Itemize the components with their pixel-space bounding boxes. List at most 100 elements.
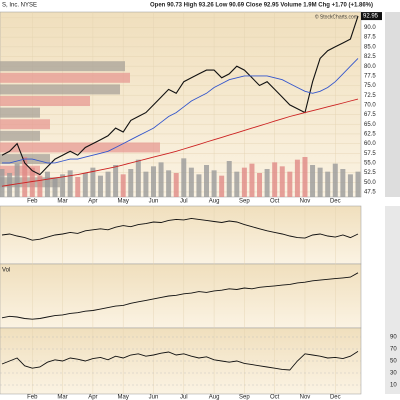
volume-bar xyxy=(29,167,35,197)
volume-by-price-bar xyxy=(0,72,130,83)
volume-bar xyxy=(317,167,323,197)
y-tick-label: 90.0 xyxy=(364,25,376,31)
volume-bar xyxy=(241,167,247,197)
volume-by-price-bar xyxy=(0,119,50,130)
volume-bar xyxy=(287,171,293,197)
x-tick-label: Jul xyxy=(180,199,188,205)
volume-bar xyxy=(120,174,126,197)
y-tick-label: 72.5 xyxy=(364,93,376,99)
volume-bar xyxy=(143,171,149,197)
volume-bar xyxy=(82,173,88,197)
x-tick-label: Apr xyxy=(88,199,97,205)
x-tick-label: Dec xyxy=(330,395,341,400)
side-chart xyxy=(385,12,400,197)
x-tick-label: Jun xyxy=(149,395,159,400)
volume-bar xyxy=(90,167,96,197)
side-chart xyxy=(385,206,400,394)
volume-bar xyxy=(105,171,111,197)
indicator-panel xyxy=(0,205,362,265)
y-tick-label: 90 xyxy=(390,335,397,341)
x-tick-label: May xyxy=(118,395,129,400)
x-tick-label: Dec xyxy=(330,199,341,205)
y-tick-label: 70 xyxy=(390,347,397,353)
volume-bar xyxy=(302,157,308,197)
volume-bar xyxy=(211,170,217,197)
x-tick-label: Mar xyxy=(57,395,67,400)
y-tick-label: 77.5 xyxy=(364,73,376,79)
volume-bar xyxy=(219,175,225,197)
x-tick-label: Apr xyxy=(88,395,97,400)
volume-bar xyxy=(173,173,179,197)
x-tick-label: Feb xyxy=(27,395,38,400)
volume-bar xyxy=(22,157,28,197)
volume-bar xyxy=(264,169,270,197)
x-tick-label: Nov xyxy=(300,395,311,400)
volume-bar xyxy=(196,174,202,197)
volume-bar xyxy=(181,158,187,197)
volume-bar xyxy=(347,174,353,197)
volume-bar xyxy=(279,166,285,197)
y-tick-label: 87.5 xyxy=(364,35,376,41)
x-tick-label: Oct xyxy=(270,395,280,400)
y-tick-label: 57.5 xyxy=(364,151,376,157)
y-tick-label: 75.0 xyxy=(364,83,376,89)
volume-bar xyxy=(128,169,134,197)
x-tick-label: Mar xyxy=(57,199,67,205)
volume-bar xyxy=(14,163,20,197)
y-tick-label: 82.5 xyxy=(364,54,376,60)
y-tick-label: 62.5 xyxy=(364,131,376,137)
volume-bar xyxy=(325,171,331,197)
y-tick-label: 10 xyxy=(390,383,397,389)
volume-bar xyxy=(44,171,50,197)
x-tick-label: Jun xyxy=(149,199,159,205)
y-tick-label: 52.5 xyxy=(364,170,376,176)
volume-bar xyxy=(113,165,119,197)
y-tick-label: 47.5 xyxy=(364,190,376,196)
volume-bar xyxy=(249,163,255,197)
volume-bar xyxy=(52,178,58,197)
volume-by-price-bar xyxy=(0,61,125,72)
volume-bar xyxy=(75,177,81,197)
y-tick-label: 50 xyxy=(390,359,397,365)
y-tick-label: 80.0 xyxy=(364,64,376,70)
volume-by-price-bar xyxy=(0,96,90,107)
x-tick-label: May xyxy=(118,199,129,205)
volume-bar xyxy=(0,169,5,197)
volume-bar xyxy=(340,169,346,197)
volume-bar xyxy=(166,170,172,197)
volume-bar xyxy=(150,166,156,197)
x-tick-label: Aug xyxy=(209,199,220,205)
y-tick-label: 30 xyxy=(390,371,397,377)
volume-bar xyxy=(67,170,73,197)
volume-bar xyxy=(135,159,141,197)
volume-panel xyxy=(0,263,362,329)
volume-bar xyxy=(234,171,240,197)
moving-average xyxy=(2,58,359,164)
volume-bar xyxy=(257,173,263,197)
y-tick-label: 85.0 xyxy=(364,44,376,50)
last-price-box xyxy=(361,12,382,21)
volume-by-price-bar xyxy=(0,130,40,141)
volume-bar xyxy=(355,171,361,197)
x-tick-label: Feb xyxy=(27,199,38,205)
indicator-line xyxy=(1,351,359,371)
y-tick-label: 60.0 xyxy=(364,141,376,147)
volume-bar xyxy=(332,163,338,197)
volume-by-price-bar xyxy=(0,84,120,95)
x-tick-label: Jul xyxy=(180,395,188,400)
volume-by-price-bar xyxy=(0,142,160,153)
volume-by-price-bar xyxy=(0,165,40,176)
x-tick-label: Sep xyxy=(239,199,250,205)
volume-bar xyxy=(272,162,278,197)
chart-title: S, Inc. NYSE xyxy=(2,3,37,9)
credit: © StockCharts.com xyxy=(315,13,358,20)
volume-bar xyxy=(97,175,103,197)
price-line xyxy=(1,15,359,176)
volume-bar xyxy=(204,165,210,197)
volume-bar xyxy=(188,167,194,197)
volume-bar xyxy=(310,165,316,197)
last-price-label: 92.95 xyxy=(363,14,379,20)
volume-bar xyxy=(158,162,164,197)
indicator-line xyxy=(1,217,359,241)
